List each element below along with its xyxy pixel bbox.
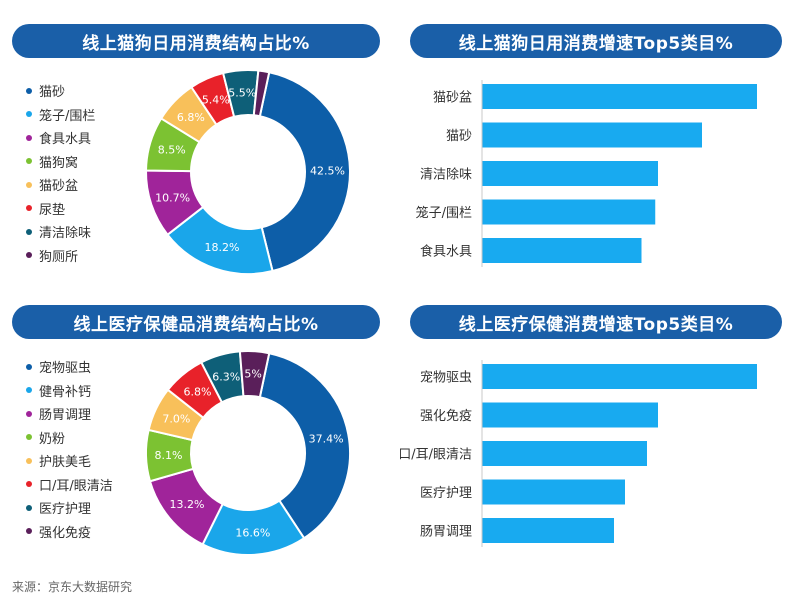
legend-swatch bbox=[26, 111, 32, 118]
legend-item: 尿垫 bbox=[26, 197, 95, 221]
bar bbox=[482, 161, 658, 186]
legend-swatch bbox=[26, 228, 32, 235]
source-note: 来源：京东大数据研究 bbox=[12, 580, 133, 594]
donut-slice bbox=[252, 69, 271, 118]
legend-swatch bbox=[26, 410, 32, 417]
donut-slice bbox=[238, 350, 271, 399]
donut-chart-cat-dog-share: 42.5% 18.2% 10.7% 8.5% 6.8% 5.4%5.5% bbox=[144, 69, 351, 275]
bar-category-label: 肠胃调理 bbox=[420, 525, 472, 540]
legend-swatch bbox=[26, 134, 32, 141]
bar bbox=[482, 402, 658, 428]
donut-data-label: 6.8% bbox=[183, 386, 211, 399]
legend-label: 笼子/围栏 bbox=[39, 108, 96, 124]
donut-data-label: 16.6% bbox=[235, 526, 270, 539]
legend-label: 尿垫 bbox=[39, 202, 66, 218]
legend-label: 肠胃调理 bbox=[39, 408, 92, 424]
bar bbox=[482, 122, 702, 148]
legend-label: 强化免疫 bbox=[39, 525, 92, 541]
donut-data-label: 13.2% bbox=[169, 498, 204, 511]
legend-item: 健骨补钙 bbox=[26, 379, 113, 403]
bar-category-label: 强化免疫 bbox=[420, 408, 472, 424]
donut-data-label: 8.1% bbox=[155, 449, 183, 462]
legend-item: 口/耳/眼清洁 bbox=[26, 473, 113, 497]
bar bbox=[482, 479, 625, 505]
legend-item: 护肤美毛 bbox=[26, 449, 113, 473]
panel-title-health-share: 线上医疗保健品消费结构占比% bbox=[12, 305, 380, 339]
bar bbox=[482, 441, 647, 466]
donut-data-label: 37.4% bbox=[309, 432, 344, 445]
donut-data-label: 6.3% bbox=[212, 371, 240, 384]
legend-label: 奶粉 bbox=[39, 431, 66, 447]
legend-label: 猫砂盆 bbox=[39, 179, 79, 195]
legend-label: 猫砂 bbox=[39, 85, 66, 101]
legend-swatch bbox=[26, 504, 32, 511]
legend-swatch bbox=[26, 363, 32, 370]
bar-category-label: 口/耳/眼清洁 bbox=[400, 448, 472, 463]
donut-data-label: 5.5% bbox=[228, 87, 256, 100]
donut-data-label: 5.4% bbox=[202, 93, 230, 106]
panel-title-cat-dog-share: 线上猫狗日用消费结构占比% bbox=[12, 24, 380, 58]
bar bbox=[482, 518, 614, 543]
bar bbox=[482, 364, 757, 389]
donut-data-label: 42.5% bbox=[310, 165, 345, 178]
legend-item: 笼子/围栏 bbox=[26, 103, 95, 127]
donut-slice bbox=[258, 352, 351, 540]
legend-swatch bbox=[26, 158, 32, 165]
bar bbox=[482, 238, 642, 263]
legend-swatch bbox=[26, 205, 32, 212]
legend-health-share: 宠物驱虫健骨补钙肠胃调理奶粉护肤美毛口/耳/眼清洁 医疗护理强化免疫 bbox=[26, 355, 113, 543]
bar-category-label: 猫砂 bbox=[446, 129, 472, 144]
legend-item: 狗厕所 bbox=[26, 244, 95, 268]
legend-label: 医疗护理 bbox=[39, 502, 92, 518]
legend-item: 强化免疫 bbox=[26, 520, 113, 544]
legend-item: 猫狗窝 bbox=[26, 150, 95, 174]
legend-label: 猫狗窝 bbox=[39, 155, 79, 171]
donut-data-label: 6.8% bbox=[177, 111, 205, 124]
legend-item: 清洁除味 bbox=[26, 220, 95, 244]
legend-label: 健骨补钙 bbox=[39, 384, 92, 400]
legend-swatch bbox=[26, 434, 32, 441]
donut-data-label: 10.7% bbox=[155, 191, 190, 204]
bar-category-label: 清洁除味 bbox=[420, 168, 472, 183]
legend-item: 肠胃调理 bbox=[26, 402, 113, 426]
legend-swatch bbox=[26, 481, 32, 488]
legend-swatch bbox=[26, 457, 32, 464]
bar bbox=[482, 199, 656, 225]
donut-data-label: 7.0% bbox=[162, 413, 190, 426]
legend-swatch bbox=[26, 181, 32, 188]
legend-label: 食具水具 bbox=[39, 132, 92, 148]
bar-category-label: 医疗护理 bbox=[420, 486, 472, 501]
bar-category-label: 猫砂盆 bbox=[433, 91, 472, 106]
bar-category-label: 食具水具 bbox=[420, 244, 472, 260]
donut-chart-health-share: 37.4% 16.6% 13.2% 8.1% 7.0% 6.8%6.3% 5% bbox=[145, 350, 351, 556]
legend-label: 护肤美毛 bbox=[39, 455, 92, 471]
donut-data-label: 18.2% bbox=[205, 241, 240, 254]
legend-label: 宠物驱虫 bbox=[39, 361, 92, 377]
legend-item: 猫砂 bbox=[26, 79, 95, 103]
legend-label: 狗厕所 bbox=[39, 249, 79, 265]
legend-item: 奶粉 bbox=[26, 426, 113, 450]
legend-item: 食具水具 bbox=[26, 126, 95, 150]
panel-title-health-growth: 线上医疗保健消费增速Top5类目% bbox=[410, 305, 782, 339]
bar-category-label: 宠物驱虫 bbox=[420, 370, 472, 386]
legend-label: 口/耳/眼清洁 bbox=[39, 478, 113, 494]
legend-swatch bbox=[26, 87, 32, 94]
donut-data-label: 8.5% bbox=[158, 144, 186, 157]
legend-item: 医疗护理 bbox=[26, 496, 113, 520]
legend-item: 猫砂盆 bbox=[26, 173, 95, 197]
legend-item: 宠物驱虫 bbox=[26, 355, 113, 379]
donut-slice bbox=[258, 71, 351, 273]
bar-category-label: 笼子/围栏 bbox=[416, 205, 472, 221]
legend-swatch bbox=[26, 252, 32, 259]
legend-swatch bbox=[26, 387, 32, 394]
bar bbox=[482, 84, 757, 109]
donut-data-label: 5% bbox=[244, 368, 261, 381]
panel-title-cat-dog-growth: 线上猫狗日用消费增速Top5类目% bbox=[410, 24, 782, 58]
legend-label: 清洁除味 bbox=[39, 226, 92, 242]
legend-swatch bbox=[26, 528, 32, 535]
legend-cat-dog-share: 猫砂笼子/围栏食具水具猫狗窝猫砂盆尿垫清洁除味狗厕所 bbox=[26, 79, 95, 267]
